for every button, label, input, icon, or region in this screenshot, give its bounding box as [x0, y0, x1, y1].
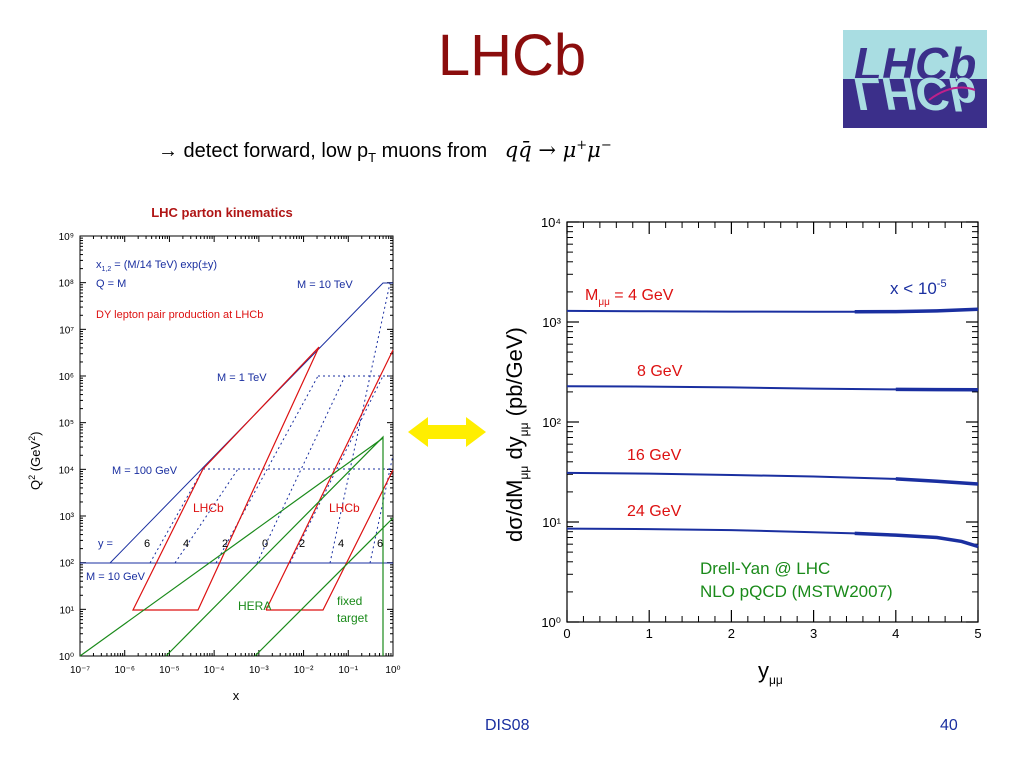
- hera-label: HERA: [238, 599, 271, 613]
- drell-yan-curves: [566, 307, 979, 549]
- y-tick-label: 10⁰: [541, 615, 561, 630]
- slide-title: LHCb: [437, 23, 587, 88]
- y-equals-label: y =: [98, 538, 113, 550]
- y-tick-label: 10²: [60, 559, 75, 570]
- drell-yan-note-1: Drell-Yan @ LHC: [700, 559, 830, 578]
- process-formula: qq̄ → μ+μ−: [504, 138, 612, 162]
- x-tick-label: 10⁰: [385, 665, 400, 676]
- x-tick-label: 10⁻³: [249, 665, 269, 676]
- y-tick-label: 10²: [542, 415, 561, 430]
- lhcb-right-region: [266, 469, 394, 611]
- rapidity-value: 2: [222, 538, 228, 550]
- x-tick-label: 2: [728, 626, 735, 641]
- series-label-24gev: 24 GeV: [627, 503, 682, 520]
- y-tick-label: 10⁷: [59, 325, 74, 336]
- rapidity-values: 6 4 2 0 2 4 6: [144, 538, 383, 550]
- x-tick-label: 3: [810, 626, 817, 641]
- kinematics-title: LHC parton kinematics: [151, 205, 293, 220]
- footer-conference: DIS08: [485, 717, 530, 734]
- y-tick-label: 10¹: [542, 515, 561, 530]
- rapidity-value: 6: [377, 538, 383, 550]
- y-tick-label: 10¹: [60, 605, 75, 616]
- y-tick-label: 10⁵: [59, 419, 74, 430]
- x-formula: x1,2 = (M/14 TeV) exp(±y): [96, 259, 217, 273]
- m100gev-label: M = 100 GeV: [112, 465, 178, 477]
- rapidity-value: 4: [183, 538, 189, 550]
- fixed-target-label-2: target: [337, 611, 368, 625]
- subtitle-text2: muons from: [376, 140, 488, 162]
- drell-yan-xlabel: yμμ: [758, 658, 783, 687]
- x-tick-label: 5: [974, 626, 981, 641]
- series-band-3: [854, 531, 979, 549]
- y-tick-label: 10⁹: [59, 232, 74, 243]
- drell-yan-note-2: NLO pQCD (MSTW2007): [700, 582, 893, 601]
- dy-label: DY lepton pair production at LHCb: [96, 309, 263, 321]
- dotted-line: [174, 468, 239, 564]
- y-tick-label: 10³: [542, 315, 561, 330]
- q-equals-m-label: Q = M: [96, 278, 126, 290]
- lhcb-logo: LHCb LHCb: [843, 30, 987, 128]
- kinematics-xlabel: x: [233, 688, 240, 703]
- y-tick-label: 10⁰: [59, 652, 74, 663]
- lhcb-right-edge: [265, 349, 394, 611]
- rapidity-value: 4: [338, 538, 344, 550]
- x-tick-label: 10⁻²: [294, 665, 314, 676]
- m1tev-label: M = 1 TeV: [217, 372, 267, 384]
- series-label-4gev: Mμμ = 4 GeV: [585, 287, 674, 308]
- drell-yan-ylabel: dσ/dMμμ dyμμ (pb/GeV): [502, 327, 531, 542]
- series-band-0: [854, 307, 979, 314]
- double-arrow: [408, 417, 486, 447]
- rapidity-value: 2: [299, 538, 305, 550]
- lhcb-right-label: LHCb: [329, 501, 360, 515]
- fixed-target-edge: [254, 517, 394, 657]
- x-limit-label: x < 10-5: [890, 278, 947, 298]
- hera-region: [165, 435, 384, 657]
- x-tick-label: 10⁻¹: [338, 665, 358, 676]
- y-tick-label: 10⁸: [59, 279, 74, 290]
- series-label-16gev: 16 GeV: [627, 447, 682, 464]
- rapidity-value: 0: [262, 538, 268, 550]
- hera-lower-edge: [79, 437, 384, 657]
- rapidity-value: 6: [144, 538, 150, 550]
- kinematics-frame: [79, 235, 394, 657]
- lhcb-left-label: LHCb: [193, 501, 224, 515]
- svg-text:LHCb: LHCb: [854, 68, 977, 120]
- x-tick-label: 4: [892, 626, 899, 641]
- footer-page-number: 40: [940, 717, 958, 734]
- dotted-line: [369, 454, 394, 564]
- x-tick-label: 10⁻⁶: [114, 665, 135, 676]
- y-tick-label: 10⁴: [541, 215, 561, 230]
- kinematics-ylabel: Q2 (GeV2): [27, 432, 43, 490]
- series-label-8gev: 8 GeV: [637, 363, 683, 380]
- subtitle: → detect forward, low pT muons from qq̄ …: [158, 138, 612, 165]
- svg-text:LHCb: LHCb: [854, 38, 977, 90]
- y-tick-label: 10⁴: [59, 465, 74, 476]
- m10tev-label: M = 10 TeV: [297, 279, 353, 291]
- x-tick-label: 0: [563, 626, 570, 641]
- kinematics-axes: 10⁻⁷ 10⁻⁶ 10⁻⁵ 10⁻⁴ 10⁻³ 10⁻² 10⁻¹ 10⁰ 10⁰ 10¹ 10²…: [59, 232, 401, 676]
- drell-yan-axes: 0 1 2 3 4 5 10⁰ 10¹ 10² 10³ 10⁴: [541, 215, 982, 641]
- series-band-2: [895, 477, 979, 486]
- lhcb-regions: [132, 346, 394, 611]
- x-tick-label: 10⁻⁷: [70, 665, 90, 676]
- x-tick-label: 10⁻⁵: [159, 665, 180, 676]
- hera-fixed-target-regions: [79, 435, 394, 657]
- x-tick-label: 1: [646, 626, 653, 641]
- x-tick-label: 10⁻⁴: [204, 665, 225, 676]
- dotted-line: [215, 375, 319, 564]
- y-tick-label: 10³: [60, 512, 75, 523]
- fixed-target-label-1: fixed: [337, 594, 362, 608]
- m10gev-label: M = 10 GeV: [86, 571, 146, 583]
- y-tick-label: 10⁶: [59, 372, 74, 383]
- subtitle-text: → detect forward, low p: [158, 140, 369, 162]
- subtitle-sub: T: [368, 150, 377, 165]
- kinematics-dotted-lines: [149, 282, 394, 564]
- lhcb-left-region: [132, 346, 320, 611]
